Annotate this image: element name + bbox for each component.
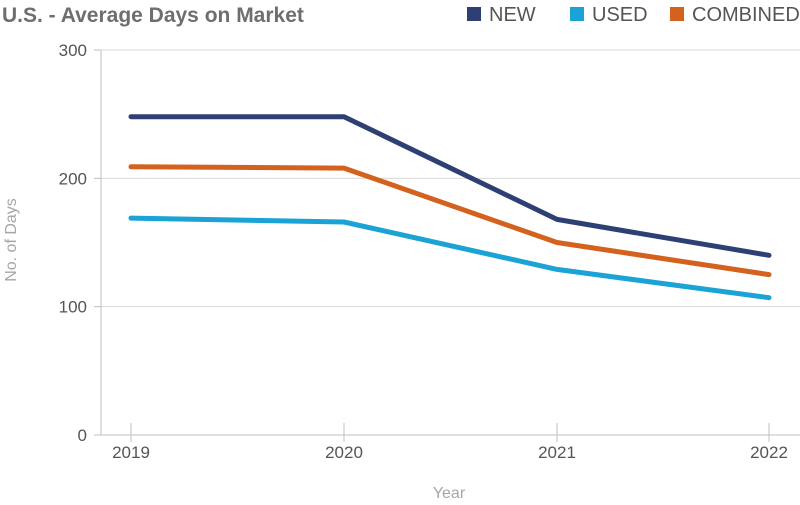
legend-label: USED — [592, 4, 648, 26]
x-tick-label: 2022 — [750, 443, 788, 462]
legend-label: NEW — [489, 4, 536, 26]
x-axis-ticks: 2019 2020 2021 2022 — [112, 423, 788, 462]
chart-title: U.S. - Average Days on Market — [2, 4, 304, 27]
x-axis-title: Year — [433, 485, 466, 502]
x-tick-label: 2019 — [112, 443, 150, 462]
series-lines — [128, 114, 772, 301]
y-axis-ticks: 0 100 200 300 — [59, 41, 101, 445]
y-axis-title: No. of Days — [3, 198, 20, 282]
legend: NEW USED COMBINED — [467, 4, 800, 26]
y-tick-label: 100 — [59, 298, 87, 317]
x-tick-label: 2021 — [538, 443, 576, 462]
y-tick-label: 200 — [59, 169, 87, 188]
x-tick-label: 2020 — [325, 443, 363, 462]
series-line-used — [128, 215, 772, 301]
y-tick-label: 300 — [59, 41, 87, 60]
legend-swatch — [670, 7, 684, 21]
series-line-new — [128, 114, 772, 258]
gridlines — [101, 49, 800, 308]
legend-label: COMBINED — [692, 4, 800, 26]
legend-swatch — [570, 7, 584, 21]
legend-swatch — [467, 7, 481, 21]
series-line-combined — [128, 164, 772, 278]
axes — [100, 50, 800, 436]
y-tick-label: 0 — [78, 426, 87, 445]
